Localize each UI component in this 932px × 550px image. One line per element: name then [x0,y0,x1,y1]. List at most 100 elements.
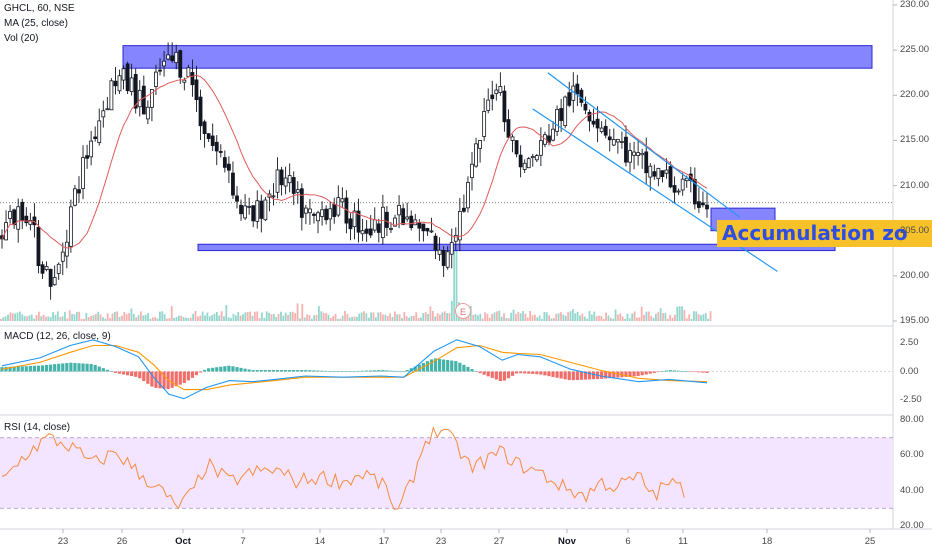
candle-body [328,208,333,220]
macd-histogram-bar [198,371,203,373]
volume-bar [199,315,202,321]
candle-body [0,235,4,240]
volume-bar [59,316,62,321]
macd-histogram-bar [559,371,563,379]
volume-bar [526,317,529,321]
volume-bar [230,318,232,321]
macd-histogram-bar [332,371,336,372]
volume-bar [382,314,384,321]
candle-body [530,156,535,159]
volume-bar [223,316,225,321]
volume-bar [571,309,574,321]
volume-bar [83,318,85,321]
candle-body [506,119,511,138]
volume-bar [61,316,64,321]
volume-bar [697,314,700,321]
volume-bar [263,317,266,321]
volume-bar [142,315,145,321]
volume-bar [370,312,373,321]
volume-bar [548,315,551,321]
volume-bar [607,315,610,321]
macd-histogram-bar [624,371,628,377]
candle-body [8,210,13,219]
macd-histogram-bar [377,370,381,372]
volume-bar [393,311,396,321]
volume-indicator-label: Vol (20) [4,33,39,44]
volume-bar [246,311,249,321]
volume-bar [237,312,240,321]
candle-body [579,89,584,103]
volume-bar [702,314,705,321]
volume-bar [0,318,2,321]
candle-body [121,68,126,81]
earnings-marker[interactable]: E [455,303,471,319]
macd-histogram-bar [563,371,567,380]
volume-bar [602,318,605,321]
candle-body [291,177,296,194]
volume-bar [318,306,320,321]
volume-bar [429,306,432,321]
volume-bar [683,310,686,321]
volume-bar [353,316,356,321]
candle-body [684,177,689,182]
volume-bar [85,313,88,321]
macd-histogram-bar [510,371,515,376]
volume-bar [49,317,52,321]
candle-body [117,75,122,92]
candle-body [154,71,158,87]
candle-body [514,140,519,155]
volume-bar [389,313,391,321]
volume-bar [282,315,285,321]
volume-bar [455,251,458,321]
macd-histogram-bar [437,358,442,372]
volume-bar [564,315,567,321]
macd-histogram-bar [211,367,215,372]
macd-signal-line [1,344,708,391]
volume-bar [185,317,187,321]
candle-body [563,96,568,127]
volume-bar [666,318,669,321]
volume-bar [244,312,247,321]
price-tick-label: 225.00 [900,44,930,56]
volume-bar [296,303,299,321]
candle-body [478,139,483,149]
volume-bar [579,315,581,321]
candle-body [324,208,329,221]
macd-histogram-bar [344,371,348,372]
volume-bar [657,312,660,321]
candle-body [385,211,389,228]
volume-bar [206,312,209,321]
candle-body [595,118,600,129]
volume-bar [436,313,439,321]
macd-histogram-bar [502,371,507,381]
volume-bar [356,316,358,321]
volume-bar [168,318,171,321]
volume-bar [232,313,235,321]
candle-body [433,235,438,251]
volume-bar [37,311,40,321]
volume-bar [234,315,237,321]
volume-bar [431,311,434,321]
volume-bar [42,314,45,321]
candle-body [652,171,657,177]
volume-bar [130,308,133,321]
macd-histogram-bar [498,371,502,382]
volume-bar [619,313,622,321]
macd-histogram-bar [389,370,393,372]
candle-body [445,251,450,268]
time-tick-label: 14 [314,536,326,547]
volume-bar [377,312,380,321]
volume-bar [239,315,242,321]
volume-bar [707,318,710,321]
candle-body [461,207,466,212]
candle-body [89,140,94,158]
macd-histogram-bar [668,370,673,372]
volume-bar [261,312,263,321]
candle-body [243,205,248,219]
volume-bar [227,317,230,321]
candle-body [599,127,604,133]
macd-histogram-bar [61,363,65,372]
volume-bar [123,311,126,321]
candle-body [656,167,661,180]
